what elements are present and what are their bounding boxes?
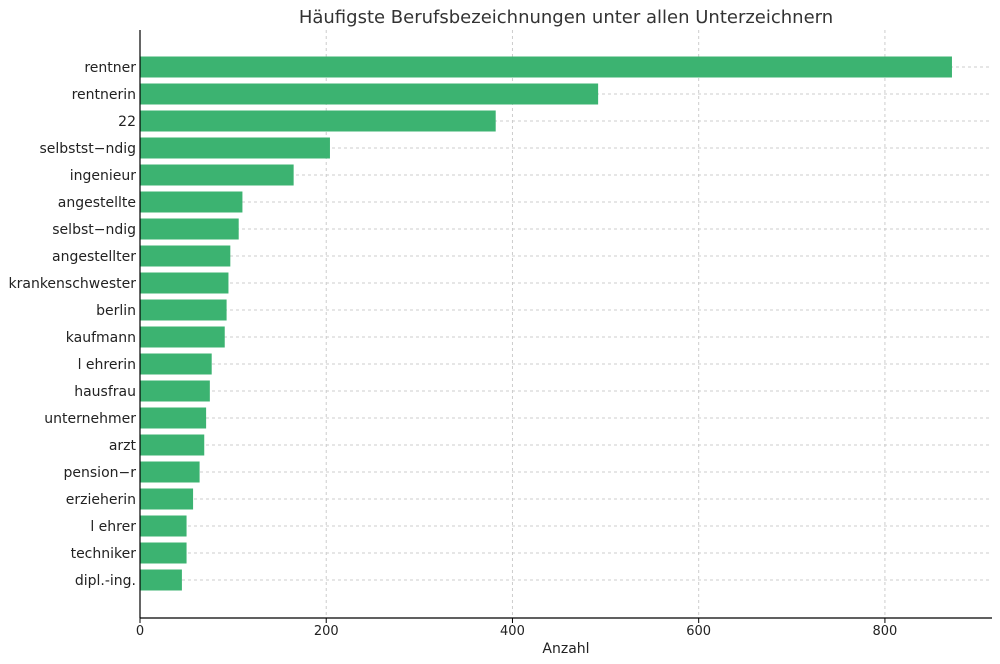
bar	[140, 488, 194, 510]
y-tick-label: ingenieur	[70, 168, 137, 184]
bar	[140, 353, 212, 375]
bar	[140, 461, 200, 483]
y-tick-label: selbstst−ndig	[39, 141, 136, 157]
bar	[140, 326, 225, 348]
x-tick-label: 200	[314, 624, 339, 639]
axes-layer	[139, 30, 992, 619]
bar	[140, 569, 182, 591]
y-tick-label: rentnerin	[72, 87, 136, 103]
x-tick-label: 400	[500, 624, 525, 639]
y-tick-label: selbst−ndig	[52, 222, 136, 238]
y-tick-labels: rentner rentnerin 22 selbstst−ndig ingenieur…	[9, 60, 137, 589]
y-tick-label: hausfrau	[74, 384, 136, 400]
grid-layer	[139, 30, 992, 618]
x-axis-label: Anzahl	[542, 641, 589, 657]
chart-title: Häufigste Berufsbezeichnungen unter alle…	[299, 7, 833, 28]
bar	[140, 380, 210, 402]
bar	[140, 515, 187, 537]
y-tick-label: berlin	[96, 303, 136, 319]
bar	[140, 434, 205, 456]
bar	[140, 110, 496, 132]
bar	[140, 272, 229, 294]
y-tick-label: l ehrer	[90, 519, 136, 535]
bar	[140, 56, 952, 78]
bar	[140, 191, 243, 213]
y-tick-label: erzieherin	[66, 492, 136, 508]
y-tick-label: pension−r	[64, 465, 137, 481]
bars-layer	[140, 56, 952, 591]
y-tick-label: techniker	[71, 546, 137, 562]
bar	[140, 83, 599, 105]
y-tick-label: 22	[118, 114, 136, 130]
bar	[140, 542, 187, 564]
y-tick-label: rentner	[84, 60, 136, 76]
y-tick-label: angestellte	[58, 195, 136, 211]
y-tick-label: kaufmann	[66, 330, 136, 346]
bar	[140, 218, 239, 240]
y-tick-label: arzt	[109, 438, 137, 454]
x-tick-labels: 0 200 400 600 800	[136, 618, 897, 639]
bar	[140, 407, 207, 429]
x-tick-label: 0	[136, 624, 144, 639]
x-tick-label: 600	[686, 624, 711, 639]
y-tick-label: krankenschwester	[9, 276, 137, 292]
bar	[140, 164, 294, 186]
bar	[140, 137, 330, 159]
y-tick-label: dipl.-ing.	[75, 573, 136, 589]
y-tick-label: angestellter	[52, 249, 136, 265]
y-tick-label: l ehrerin	[78, 357, 136, 373]
bar	[140, 299, 227, 321]
x-tick-label: 800	[873, 624, 898, 639]
y-tick-label: unternehmer	[44, 411, 136, 427]
bar	[140, 245, 231, 267]
